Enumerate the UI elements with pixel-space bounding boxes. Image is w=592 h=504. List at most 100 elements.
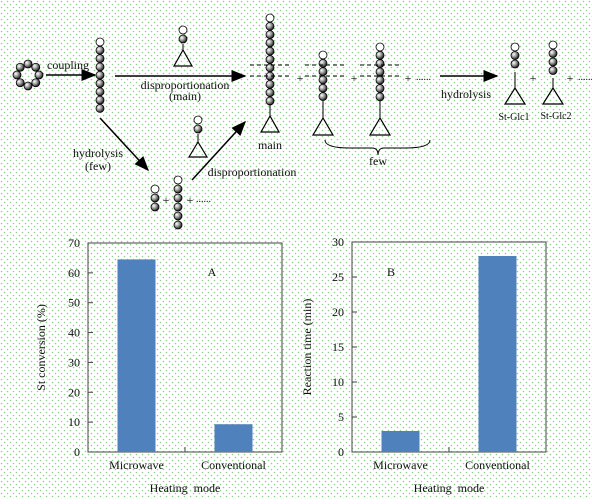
x-tick-label: Microwave	[109, 458, 164, 472]
label: few	[369, 154, 387, 168]
glucose-unit	[266, 47, 274, 55]
open-unit	[151, 185, 159, 193]
glucose-unit	[549, 50, 557, 58]
glucose-unit	[376, 68, 384, 76]
open-unit	[179, 26, 187, 34]
y-axis-label: Reaction time (min)	[300, 299, 314, 396]
glucose-unit	[96, 88, 104, 96]
plus: +	[567, 71, 574, 85]
glucose-unit	[266, 39, 274, 47]
glucose-unit	[16, 79, 24, 87]
label: hydrolysis	[441, 87, 491, 101]
glucose-unit	[319, 59, 327, 67]
glucose-unit	[319, 76, 327, 84]
open-unit	[174, 176, 182, 184]
y-tick-label: 0	[74, 445, 80, 459]
open-unit	[194, 116, 202, 124]
y-tick-label: 10	[68, 415, 80, 429]
open-unit	[511, 43, 519, 51]
glucose-unit	[266, 22, 274, 30]
x-tick-label: Microwave	[373, 458, 428, 472]
label: (main)	[169, 89, 201, 103]
plus: +	[405, 71, 412, 85]
glucose-unit	[376, 93, 384, 101]
glucose-unit	[179, 35, 187, 43]
glucose-unit	[174, 203, 182, 211]
glucose-unit	[376, 85, 384, 93]
x-tick-label: Conventional	[465, 458, 530, 472]
label: coupling	[47, 58, 89, 72]
figure: coupling disproportionation (main) hydro…	[0, 0, 592, 499]
bar	[118, 259, 156, 452]
x-axis-label: Heating mode	[150, 481, 221, 495]
y-tick-label: 70	[68, 236, 80, 250]
y-tick-label: 60	[68, 266, 80, 280]
glucose-unit	[96, 63, 104, 71]
y-tick-label: 40	[68, 326, 80, 340]
glucose-unit	[511, 60, 519, 68]
glucose-unit	[319, 68, 327, 76]
open-unit	[549, 41, 557, 49]
glucose-unit	[24, 60, 32, 68]
glucose-unit	[32, 79, 40, 87]
y-axis-label: St conversion (%)	[34, 304, 48, 391]
glucose-unit	[24, 82, 32, 90]
label: hydrolysis	[73, 146, 123, 160]
y-tick-label: 10	[332, 375, 344, 389]
glucose-unit	[13, 71, 21, 79]
bar	[382, 431, 420, 452]
ellipsis: ......	[578, 72, 592, 83]
plus: +	[187, 193, 194, 207]
glucose-unit	[96, 80, 104, 88]
glucose-unit	[96, 46, 104, 54]
ellipsis: ......	[416, 72, 431, 83]
label: St-Glc1	[498, 112, 529, 123]
bar	[479, 256, 517, 452]
open-unit	[319, 51, 327, 59]
label: disproportionation	[208, 165, 297, 179]
glucose-unit	[96, 55, 104, 63]
glucose-unit	[194, 125, 202, 133]
glucose-unit	[549, 58, 557, 66]
glucose-unit	[511, 52, 519, 60]
glucose-unit	[16, 63, 24, 71]
x-tick-label: Conventional	[201, 458, 266, 472]
y-tick-label: 30	[68, 355, 80, 369]
panel-label: A	[208, 265, 217, 279]
y-tick-label: 30	[332, 235, 344, 249]
glucose-unit	[376, 60, 384, 68]
label: St-Glc2	[540, 111, 571, 122]
open-unit	[376, 43, 384, 51]
glucose-unit	[174, 212, 182, 220]
glucose-unit	[319, 93, 327, 101]
plus: +	[530, 71, 537, 85]
plus: +	[297, 71, 304, 85]
y-tick-label: 5	[338, 410, 344, 424]
glucose-unit	[35, 71, 43, 79]
plus: +	[351, 71, 358, 85]
glucose-unit	[266, 80, 274, 88]
glucose-unit	[174, 185, 182, 193]
y-tick-label: 20	[68, 385, 80, 399]
glucose-unit	[151, 203, 159, 211]
ellipsis: ......	[196, 194, 211, 205]
glucose-unit	[96, 71, 104, 79]
glucose-unit	[266, 56, 274, 64]
glucose-unit	[96, 96, 104, 104]
glucose-unit	[174, 221, 182, 229]
bar	[215, 424, 253, 452]
label: main	[258, 138, 282, 152]
glucose-unit	[266, 31, 274, 39]
y-tick-label: 0	[338, 445, 344, 459]
panel-label: B	[387, 265, 395, 279]
glucose-unit	[376, 51, 384, 59]
glucose-unit	[266, 97, 274, 105]
glucose-unit	[376, 76, 384, 84]
label: (few)	[85, 159, 111, 173]
open-unit	[96, 38, 104, 46]
glucose-unit	[174, 194, 182, 202]
glucose-unit	[151, 194, 159, 202]
glucose-unit	[266, 89, 274, 97]
y-tick-label: 20	[332, 305, 344, 319]
x-axis-label: Heating mode	[414, 481, 485, 495]
